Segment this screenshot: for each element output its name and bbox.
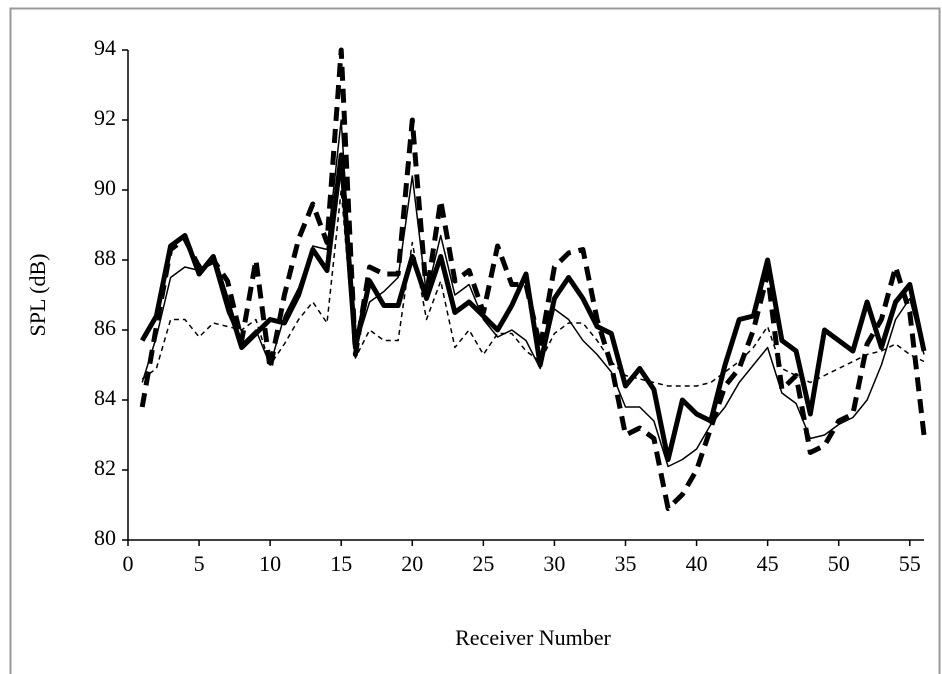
y-tick-label: 94 — [94, 35, 116, 60]
x-axis-title: Receiver Number — [455, 625, 611, 650]
series-line — [141, 189, 925, 387]
y-tick-label: 84 — [94, 385, 116, 410]
y-tick-label: 92 — [94, 105, 116, 130]
y-tick-label: 88 — [94, 245, 116, 270]
y-tick-label: 80 — [94, 525, 116, 550]
y-tick-label: 82 — [94, 455, 116, 480]
x-tick-label: 40 — [686, 551, 708, 576]
x-tick-label: 50 — [828, 551, 850, 576]
series-line — [139, 47, 927, 511]
x-tick-label: 10 — [259, 551, 281, 576]
chart-frame — [9, 7, 941, 674]
x-tick-label: 20 — [401, 551, 423, 576]
x-tick-label: 35 — [615, 551, 637, 576]
y-tick-label: 90 — [94, 175, 116, 200]
x-tick-label: 5 — [194, 551, 205, 576]
x-tick-label: 45 — [757, 551, 779, 576]
y-axis-title: SPL (dB) — [25, 254, 50, 337]
x-tick-label: 15 — [330, 551, 352, 576]
y-tick-label: 86 — [94, 315, 116, 340]
x-tick-label: 55 — [899, 551, 921, 576]
x-tick-label: 30 — [543, 551, 565, 576]
x-tick-label: 25 — [472, 551, 494, 576]
x-tick-label: 0 — [123, 551, 134, 576]
